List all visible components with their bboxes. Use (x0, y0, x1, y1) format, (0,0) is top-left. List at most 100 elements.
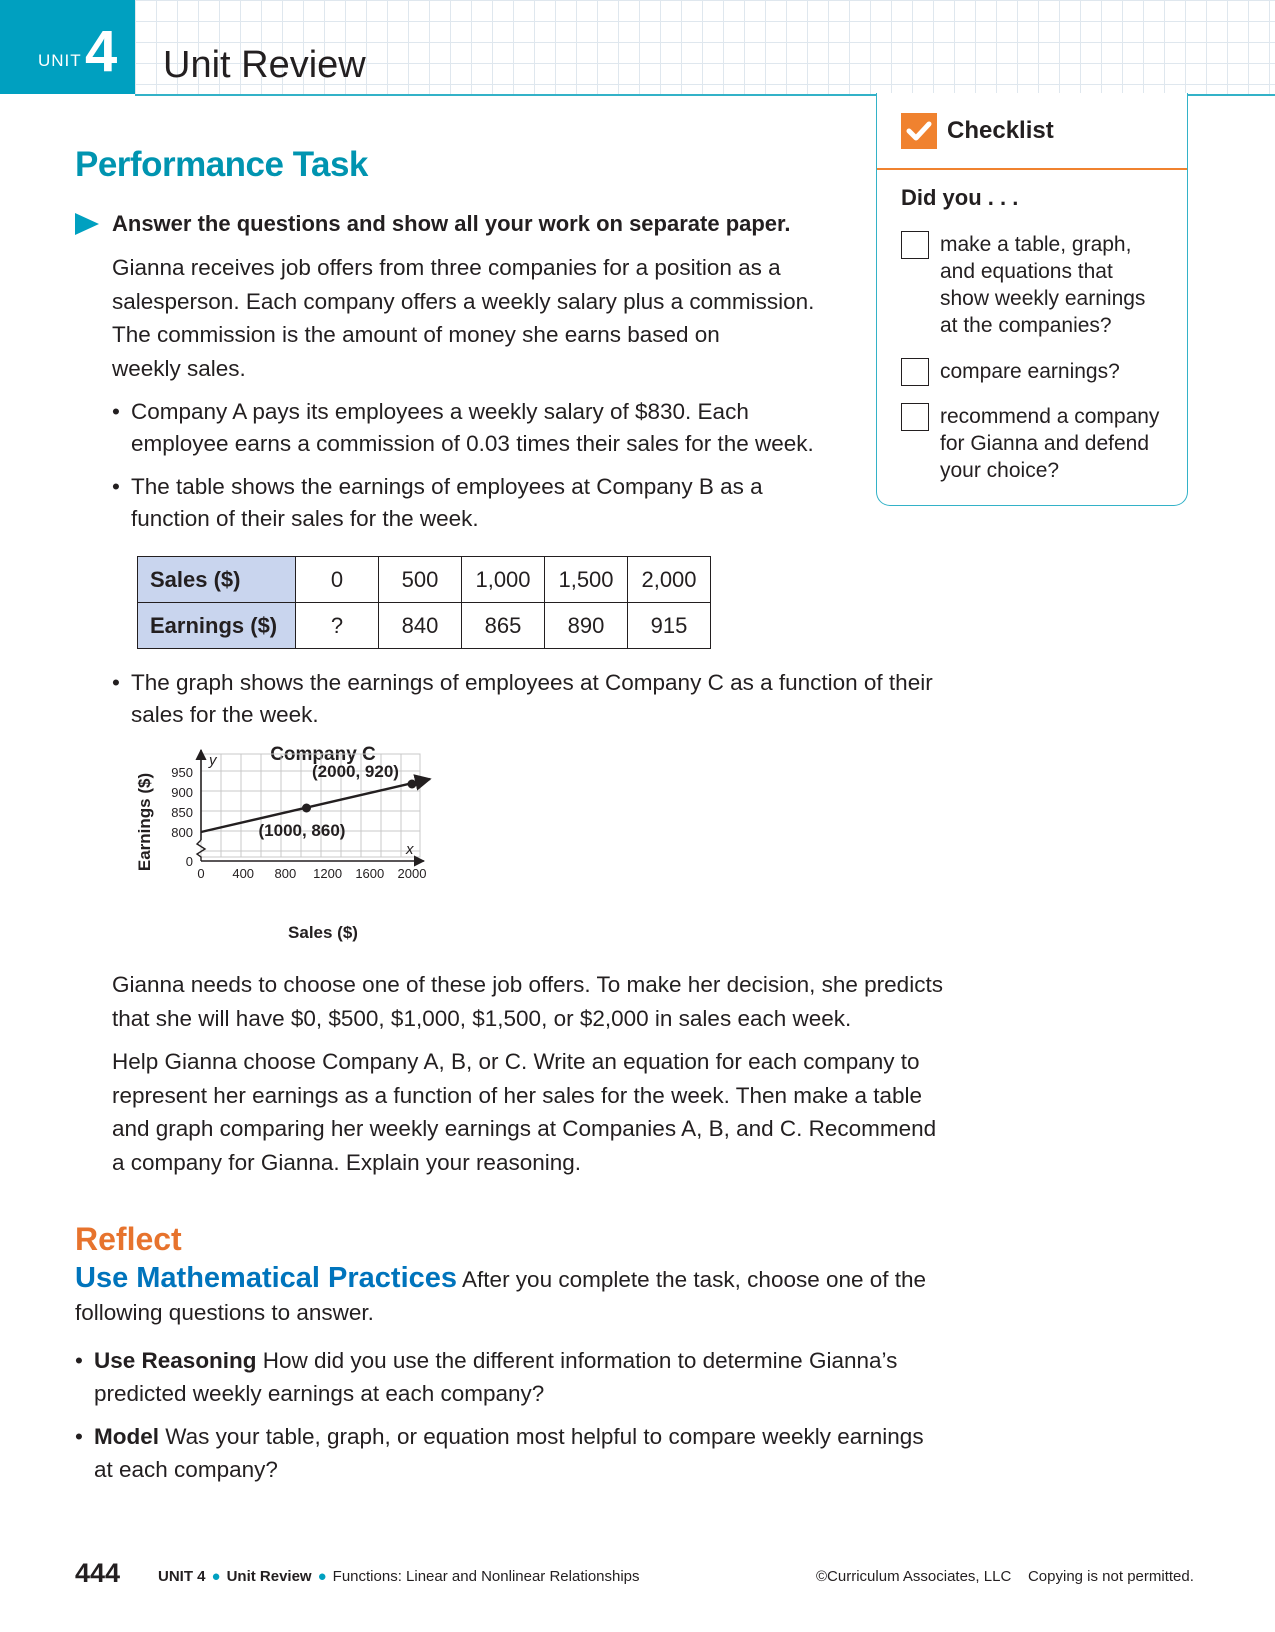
table-row: Sales ($) 0 500 1,000 1,500 2,000 (137, 556, 711, 603)
chart-axes: yx (195, 748, 426, 867)
unit-badge: UNIT 4 (0, 0, 135, 94)
x-tick-label: 400 (232, 866, 254, 881)
question-text: predicted weekly earnings at each compan… (94, 1381, 545, 1406)
bullet-line: The graph shows the earnings of employee… (131, 670, 933, 695)
checklist-item-table-graph: make a table, graph, and equations that … (940, 231, 1180, 339)
y-tick-label: 950 (171, 765, 193, 780)
data-point (302, 803, 311, 813)
math-practices-text: following questions to answer. (75, 1300, 374, 1325)
bullet-line: Company A pays its employees a weekly sa… (131, 399, 749, 424)
bullet-company-b: • The table shows the earnings of employ… (112, 471, 871, 535)
closing-line: a company for Gianna. Explain your reaso… (112, 1149, 582, 1175)
checklist-title: Checklist (947, 117, 1054, 144)
company-c-chart: Company C yx 0 400 800 1200 1600 200008008509… (135, 744, 432, 942)
chart-tick-labels: 0 400 800 1200 1600 2000 0 800 850 900 950 (171, 765, 426, 881)
checklist-item-line: recommend a company (940, 405, 1160, 428)
closing-line: Gianna needs to choose one of these job … (112, 972, 943, 997)
checklist-item-line: at the companies? (940, 314, 1112, 337)
table-row-header: Sales ($) (137, 556, 296, 603)
checkmark-icon (901, 113, 937, 149)
x-tick-label: 0 (197, 866, 204, 881)
reflect-question-reasoning: • Use Reasoning How did you use the diff… (75, 1344, 994, 1410)
x-tick-label: 2000 (398, 866, 427, 881)
math-practices-label: Use Mathematical Practices (75, 1262, 458, 1294)
y-tick-label: 800 (171, 825, 193, 840)
bullet-dot: • (112, 670, 120, 695)
bullet-line: sales for the week. (131, 702, 319, 727)
bullet-line: employee earns a commission of 0.03 time… (131, 431, 814, 456)
closing-paragraph-2: Help Gianna choose Company A, B, or C. W… (112, 1045, 1012, 1179)
bullet-company-a: • Company A pays its employees a weekly … (112, 396, 871, 460)
y-tick-label: 0 (186, 854, 193, 869)
company-b-table: Sales ($) 0 500 1,000 1,500 2,000 Earnin… (137, 556, 711, 649)
checklist-item-compare: compare earnings? (940, 358, 1180, 385)
closing-line: represent her earnings as a function of … (112, 1082, 923, 1108)
bullet-dot: • (112, 474, 120, 499)
bullet-dot: • (75, 1348, 83, 1373)
page-title: Unit Review (163, 44, 366, 86)
footer-unit: UNIT 4 (158, 1568, 206, 1585)
checklist-item-recommend: recommend a company for Gianna and defen… (940, 403, 1180, 484)
table-cell: 840 (378, 602, 462, 649)
checklist-checkbox[interactable] (901, 403, 929, 431)
x-tick-label: 1200 (313, 866, 342, 881)
intro-line: salesperson. Each company offers a weekl… (112, 288, 815, 314)
y-axis-letter: y (208, 752, 218, 769)
footer-copyright: ©Curriculum Associates, LLC Copying is n… (816, 1568, 1194, 1585)
intro-line: weekly sales. (112, 355, 246, 381)
arrow-icon (75, 213, 99, 235)
table-cell: 0 (295, 556, 379, 603)
copyright-text: ©Curriculum Associates, LLC (816, 1568, 1012, 1585)
checklist-item-line: compare earnings? (940, 360, 1120, 383)
table-cell: 2,000 (627, 556, 711, 603)
intro-paragraph: Gianna receives job offers from three co… (112, 251, 852, 385)
intro-line: The commission is the amount of money sh… (112, 322, 720, 347)
y-tick-label: 900 (171, 785, 193, 800)
page-number: 444 (75, 1558, 121, 1588)
intro-line: Gianna receives job offers from three co… (112, 255, 781, 280)
table-row-header: Earnings ($) (137, 602, 296, 649)
table-cell: 1,000 (461, 556, 545, 603)
footer-topic: Functions: Linear and Nonlinear Relation… (332, 1568, 640, 1585)
axis-break-icon (195, 839, 207, 861)
copying-notice: Copying is not permitted. (1027, 1568, 1194, 1585)
chart-marks: (1000, 860) (2000, 920) (200, 762, 432, 840)
checklist-header: Checklist (877, 93, 1187, 170)
bullet-dot: • (112, 399, 120, 424)
question-label: Model (94, 1424, 159, 1449)
math-practices-text: After you complete the task, choose one … (457, 1267, 927, 1292)
performance-task-heading: Performance Task (75, 145, 368, 184)
table-row: Earnings ($) ? 840 865 890 915 (137, 602, 711, 649)
data-point (407, 779, 417, 789)
question-text: How did you use the different informatio… (256, 1348, 898, 1373)
x-axis-letter: x (405, 841, 414, 858)
checklist-prompt: Did you . . . (901, 185, 1019, 210)
checklist-item-line: make a table, graph, (940, 233, 1132, 256)
table-cell: 865 (461, 602, 545, 649)
table-cell: 500 (378, 556, 462, 603)
task-instruction: Answer the questions and show all your w… (112, 211, 791, 236)
question-text: Was your table, graph, or equation most … (159, 1424, 924, 1449)
bullet-company-c: • The graph shows the earnings of employ… (112, 667, 991, 731)
question-label: Use Reasoning (94, 1348, 257, 1373)
x-tick-label: 800 (275, 866, 297, 881)
chart-grid (200, 753, 421, 858)
question-text: at each company? (94, 1457, 278, 1482)
data-point-label: (1000, 860) (259, 821, 346, 840)
checklist-checkbox[interactable] (901, 358, 929, 386)
closing-line: Help Gianna choose Company A, B, or C. W… (112, 1049, 920, 1074)
unit-number: 4 (85, 19, 118, 84)
closing-paragraph-1: Gianna needs to choose one of these job … (112, 968, 1012, 1035)
checklist-item-line: your choice? (940, 459, 1060, 482)
closing-line: and graph comparing her weekly earnings … (112, 1116, 937, 1141)
data-point-label: (2000, 920) (312, 762, 399, 781)
y-tick-label: 850 (171, 805, 193, 820)
checklist-checkbox[interactable] (901, 231, 929, 259)
checklist-panel: Checklist Did you . . . make a table, gr… (876, 93, 1188, 506)
series-line (200, 774, 432, 834)
chart-x-label: Sales ($) (288, 923, 358, 942)
checklist-item-line: for Gianna and defend (940, 432, 1149, 455)
reflect-heading: Reflect (75, 1221, 182, 1257)
table-cell: ? (295, 602, 379, 649)
unit-word: UNIT (38, 51, 82, 70)
